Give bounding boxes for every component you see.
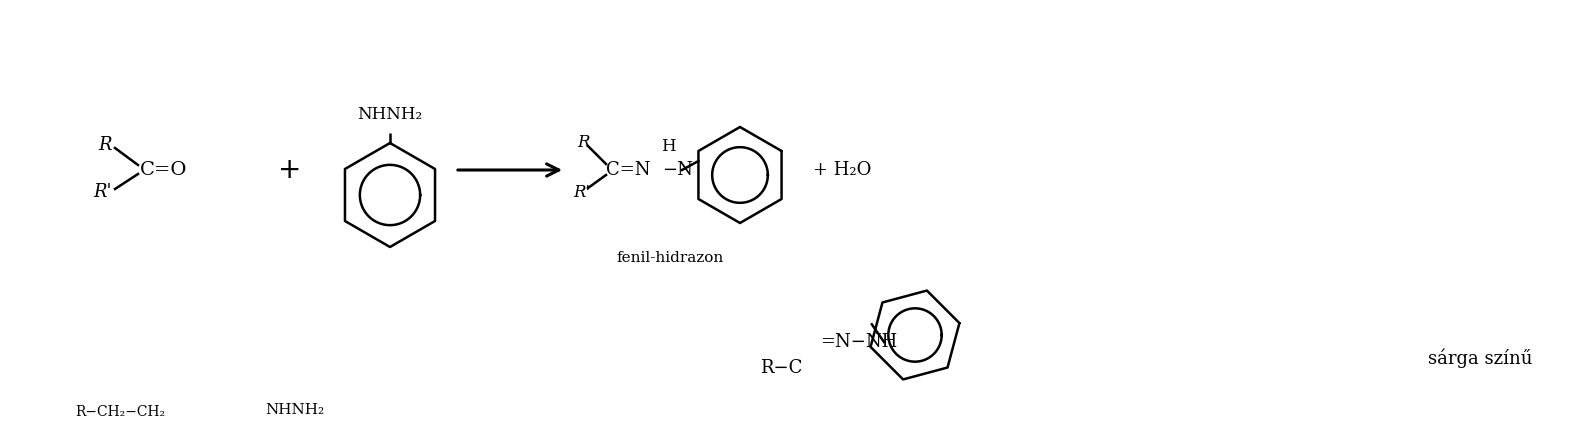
- Text: NHNH₂: NHNH₂: [357, 106, 422, 123]
- Text: −N: −N: [663, 161, 693, 179]
- Text: =N−NH: =N−NH: [820, 333, 897, 351]
- Text: H: H: [661, 138, 675, 155]
- Text: C=O: C=O: [140, 161, 188, 179]
- Text: fenil-hidrazon: fenil-hidrazon: [616, 251, 723, 265]
- Text: C=N: C=N: [605, 161, 650, 179]
- Text: R−C: R−C: [760, 359, 803, 377]
- Text: NHNH₂: NHNH₂: [266, 403, 325, 417]
- Text: R': R': [573, 184, 589, 201]
- Text: R−CH₂−CH₂: R−CH₂−CH₂: [75, 405, 166, 419]
- Text: + H₂O: + H₂O: [812, 161, 871, 179]
- Text: R: R: [578, 133, 589, 150]
- Text: R': R': [94, 183, 112, 201]
- Text: R: R: [99, 136, 112, 154]
- Text: +: +: [279, 156, 301, 184]
- Text: sárga színű: sárga színű: [1427, 348, 1532, 368]
